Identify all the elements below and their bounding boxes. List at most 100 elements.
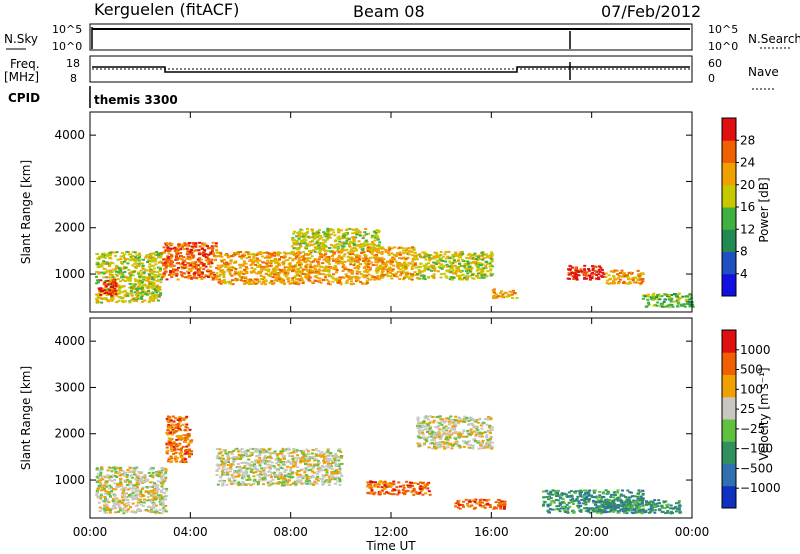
heatmap-cell — [429, 258, 433, 260]
heatmap-cell — [290, 281, 294, 284]
freq-strip: Freq. [MHz] 18 8 60 0 Nave — [4, 55, 779, 90]
heatmap-cell — [574, 272, 578, 275]
heatmap-cell — [180, 459, 184, 462]
heatmap-cell — [450, 276, 454, 279]
heatmap-cell — [442, 272, 446, 275]
heatmap-cell — [459, 265, 463, 267]
heatmap-cell — [157, 475, 161, 478]
heatmap-cell — [405, 247, 409, 250]
heatmap-cell — [427, 490, 431, 493]
heatmap-cell — [204, 265, 208, 268]
heatmap-cell — [234, 448, 237, 451]
heatmap-cell — [287, 279, 291, 282]
heatmap-cell — [183, 242, 187, 245]
heatmap-cell — [118, 500, 122, 503]
heatmap-cell — [135, 289, 139, 292]
heatmap-cell — [317, 272, 321, 275]
heatmap-cell — [324, 474, 328, 476]
heatmap-cell — [132, 285, 136, 288]
heatmap-cell — [151, 507, 155, 510]
heatmap-cell — [306, 230, 310, 233]
heatmap-cell — [193, 274, 197, 277]
heatmap-cell — [218, 255, 222, 258]
heatmap-cell — [128, 301, 132, 304]
heatmap-cell — [174, 417, 178, 420]
heatmap-cell — [284, 259, 288, 262]
heatmap-cell — [253, 465, 257, 468]
heatmap-cell — [215, 447, 219, 450]
heatmap-cell — [575, 273, 579, 276]
heatmap-cell — [326, 450, 330, 453]
heatmap-cell — [239, 279, 243, 282]
heatmap-cell — [117, 271, 121, 274]
heatmap-cell — [282, 458, 286, 460]
heatmap-cell — [107, 292, 111, 295]
heatmap-cell — [668, 303, 672, 306]
heatmap-cell — [479, 269, 483, 272]
heatmap-cell — [100, 494, 103, 497]
heatmap-cell — [102, 267, 106, 270]
heatmap-cell — [182, 418, 186, 421]
heatmap-cell — [202, 268, 206, 271]
heatmap-cell — [127, 483, 131, 486]
heatmap-cell — [313, 279, 317, 282]
heatmap-cell — [396, 262, 400, 265]
heatmap-cell — [109, 273, 112, 276]
heatmap-cell — [117, 502, 121, 505]
heatmap-cell — [266, 481, 270, 484]
heatmap-cell — [494, 293, 498, 295]
heatmap-cell — [445, 429, 448, 432]
power-frame — [89, 111, 693, 313]
heatmap-cell — [274, 253, 278, 256]
heatmap-cell — [453, 428, 456, 431]
heatmap-cell — [319, 245, 323, 248]
heatmap-cell — [280, 467, 284, 469]
heatmap-cell — [402, 262, 406, 265]
heatmap-cell — [302, 453, 306, 456]
heatmap-cell — [600, 275, 604, 278]
heatmap-cell — [661, 305, 664, 308]
heatmap-cell — [257, 280, 261, 283]
heatmap-cell — [451, 272, 455, 275]
heatmap-cell — [169, 445, 173, 448]
heatmap-cell — [302, 258, 306, 261]
heatmap-cell — [138, 258, 142, 261]
heatmap-cell — [300, 263, 304, 266]
heatmap-cell — [269, 483, 273, 486]
heatmap-cell — [273, 452, 277, 455]
heatmap-cell — [376, 247, 380, 250]
heatmap-cell — [448, 265, 452, 268]
heatmap-cell — [201, 263, 205, 266]
heatmap-cell — [157, 252, 161, 255]
heatmap-cell — [364, 233, 368, 236]
heatmap-cell — [574, 267, 578, 270]
heatmap-cell — [439, 257, 443, 260]
heatmap-cell — [129, 506, 132, 509]
heatmap-cell — [269, 260, 273, 263]
heatmap-cell — [461, 273, 465, 276]
heatmap-cell — [133, 283, 137, 286]
heatmap-cell — [103, 495, 107, 498]
heatmap-cell — [115, 301, 119, 304]
heatmap-cell — [127, 501, 131, 504]
heatmap-cell — [343, 249, 347, 252]
heatmap-cell — [442, 265, 446, 268]
heatmap-cell — [181, 417, 185, 420]
heatmap-cell — [240, 448, 244, 450]
heatmap-cell — [133, 251, 137, 254]
heatmap-cell — [466, 269, 470, 272]
heatmap-cell — [451, 269, 455, 272]
heatmap-cell — [482, 276, 486, 279]
heatmap-cell — [384, 251, 388, 253]
heatmap-cell — [345, 248, 349, 251]
heatmap-cell — [234, 277, 238, 280]
heatmap-cell — [454, 272, 458, 275]
nsky-tick-top: 10^5 — [52, 23, 82, 36]
heatmap-cell — [415, 274, 419, 277]
heatmap-cell — [459, 271, 463, 274]
heatmap-cell — [110, 475, 114, 478]
heatmap-cell — [263, 475, 267, 478]
heatmap-cell — [297, 253, 301, 256]
heatmap-cell — [242, 454, 246, 457]
heatmap-cell — [151, 293, 155, 296]
